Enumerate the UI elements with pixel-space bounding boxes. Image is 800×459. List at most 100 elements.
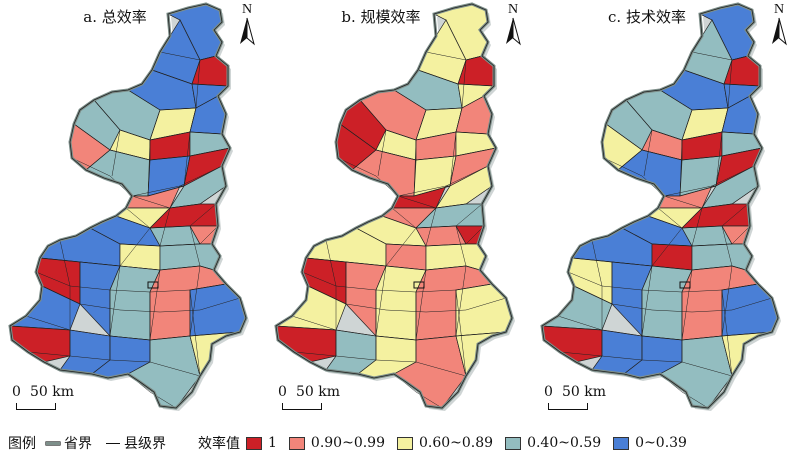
county-boundary xyxy=(189,225,201,267)
county-region xyxy=(119,243,161,271)
county-boundary xyxy=(573,285,773,313)
legend-class-label: 0.40~0.59 xyxy=(527,435,602,451)
county-boundary xyxy=(189,107,197,133)
legend-swatch xyxy=(397,436,413,450)
legend-class-label: 0~0.39 xyxy=(635,435,687,451)
scale-bar-line xyxy=(548,403,588,410)
legend-swatch xyxy=(613,436,630,450)
county-boundary xyxy=(605,123,763,161)
county-boundary xyxy=(651,227,683,267)
north-arrow-icon: N xyxy=(766,2,792,46)
county-boundary xyxy=(393,89,485,111)
county-boundary xyxy=(657,203,749,229)
county-boundary xyxy=(397,185,493,209)
scale-bar-line xyxy=(16,403,56,410)
county-boundary xyxy=(711,19,733,61)
north-letter: N xyxy=(507,2,519,17)
county-boundary xyxy=(663,185,759,209)
county-boundary xyxy=(643,129,653,177)
city-district-marker xyxy=(679,281,691,289)
county-boundary xyxy=(715,131,723,187)
scale-zero: 0 xyxy=(278,384,287,400)
county-boundary xyxy=(455,107,463,133)
legend-class-item: 0~0.39 xyxy=(613,435,687,451)
county-boundary xyxy=(417,69,495,87)
county-boundary xyxy=(307,285,507,313)
county-boundary xyxy=(189,289,201,377)
legend-county-boundary: 县级界 xyxy=(106,433,166,453)
province-map xyxy=(540,2,781,411)
province-boundary-inner xyxy=(541,3,779,409)
county-boundary xyxy=(659,89,751,111)
legend-value-title: 效率值 xyxy=(198,436,240,452)
county-boundary xyxy=(125,203,217,229)
legend-class-label: 0.90~0.99 xyxy=(310,435,385,451)
county-boundary xyxy=(189,265,201,337)
county-boundary xyxy=(691,207,703,247)
province-boundary-inner xyxy=(9,3,247,409)
county-boundary xyxy=(571,257,747,271)
legend-title: 图例 xyxy=(8,436,36,452)
north-arrow-icon: N xyxy=(500,2,526,46)
province-map xyxy=(274,2,515,411)
county-boundary xyxy=(391,203,483,229)
county-boundary xyxy=(159,207,171,247)
legend-class-label: 1 xyxy=(268,435,277,451)
county-boundary xyxy=(59,239,71,287)
county-boundary xyxy=(445,19,467,61)
county-boundary xyxy=(679,139,683,197)
scale-zero: 0 xyxy=(544,384,553,400)
panel-title: b. 规模效率 xyxy=(341,8,421,26)
county-boundary xyxy=(375,265,387,337)
county-region xyxy=(425,243,487,271)
city-district-marker xyxy=(413,281,425,289)
map-panel-1: a. 总效率 N 0 50 km xyxy=(0,0,266,420)
county-boundary xyxy=(721,107,729,133)
north-letter: N xyxy=(773,2,785,17)
county-region xyxy=(651,243,693,271)
county-boundary xyxy=(385,227,417,267)
scale-bar: 0 50 km xyxy=(540,384,630,414)
county-boundary xyxy=(721,265,733,337)
county-boundary xyxy=(109,265,121,337)
scale-distance: 50 km xyxy=(296,384,341,400)
county-boundary xyxy=(291,315,507,341)
county-boundary xyxy=(305,257,481,271)
county-boundary xyxy=(455,265,467,337)
map-panel-3: c. 技术效率 N 0 50 km xyxy=(532,0,798,420)
county-boundary xyxy=(149,109,161,141)
scale-distance: 50 km xyxy=(30,384,75,400)
province-boundary-label: 省界 xyxy=(64,436,92,452)
legend-swatch xyxy=(246,436,262,450)
province-line-symbol xyxy=(46,441,60,445)
county-boundary xyxy=(147,139,151,197)
city-district-marker xyxy=(147,281,159,289)
county-boundary xyxy=(591,239,603,287)
scale-distance: 50 km xyxy=(562,384,607,400)
county-boundary xyxy=(39,257,215,271)
county-boundary xyxy=(35,271,227,293)
scale-bar-line xyxy=(282,403,322,410)
county-boundary xyxy=(727,59,733,109)
legend-class-item: 0.60~0.89 xyxy=(397,435,493,451)
county-boundary xyxy=(617,149,643,171)
province-boundary-inner xyxy=(275,3,513,409)
legend-swatch xyxy=(505,436,522,450)
panel-title: c. 技术效率 xyxy=(608,8,686,26)
county-boundary xyxy=(339,123,497,161)
county-boundary xyxy=(119,227,151,267)
legend-swatch xyxy=(288,436,305,450)
county-boundary xyxy=(721,289,733,377)
north-letter: N xyxy=(241,2,253,17)
county-boundary xyxy=(73,123,231,161)
county-boundary xyxy=(641,265,653,337)
county-boundary xyxy=(449,131,457,187)
county-region xyxy=(159,243,221,271)
scale-bar: 0 50 km xyxy=(8,384,98,414)
county-boundary xyxy=(131,185,227,209)
county-region xyxy=(691,243,753,271)
scale-zero: 0 xyxy=(12,384,21,400)
county-boundary xyxy=(151,69,229,87)
scale-bar: 0 50 km xyxy=(274,384,364,414)
county-boundary xyxy=(85,149,111,171)
